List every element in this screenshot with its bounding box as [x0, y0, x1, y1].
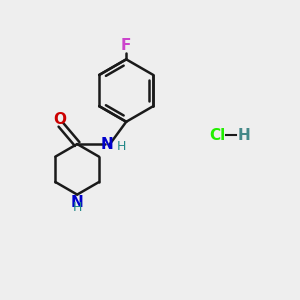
- Text: H: H: [116, 140, 126, 153]
- Text: N: N: [71, 195, 84, 210]
- Text: O: O: [53, 112, 66, 127]
- Text: N: N: [101, 136, 114, 152]
- Text: H: H: [73, 201, 82, 214]
- Text: Cl: Cl: [209, 128, 226, 142]
- Text: F: F: [121, 38, 131, 53]
- Text: H: H: [238, 128, 250, 142]
